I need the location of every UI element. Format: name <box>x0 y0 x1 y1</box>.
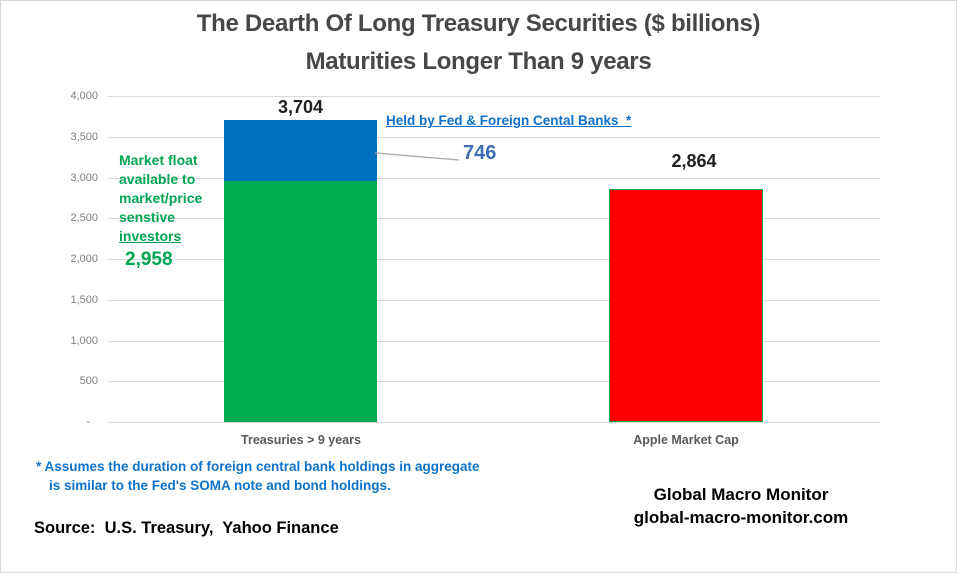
gridline <box>108 96 880 97</box>
gridline <box>108 177 880 179</box>
bar2-total-label: 2,864 <box>671 151 717 171</box>
bar-segment <box>224 180 377 422</box>
chart-title-line2: Maturities Longer Than 9 years <box>305 48 652 75</box>
market-float-line: senstive <box>119 209 176 225</box>
chart-title-line1: The Dearth Of Long Treasury Securities (… <box>196 10 761 37</box>
branding-name: Global Macro Monitor <box>653 485 829 504</box>
market-float-line: market/price <box>119 190 203 206</box>
y-tick-label: 500 <box>79 375 98 388</box>
gridline <box>108 259 880 260</box>
source-text: Source: U.S. Treasury, Yahoo Finance <box>34 519 339 537</box>
bar1-total-label: 3,704 <box>277 97 324 117</box>
market-float-line: available to <box>119 171 196 187</box>
gridline <box>108 381 880 383</box>
y-tick-label: 1,500 <box>70 293 98 306</box>
footnote-line2: is similar to the Fed's SOMA note and bo… <box>49 478 391 493</box>
held-by-annotation: Held by Fed & Foreign Cental Banks * <box>386 113 632 128</box>
y-tick-label: 3,500 <box>70 130 98 143</box>
plot-area <box>108 96 880 423</box>
y-tick-label: 1,000 <box>70 334 98 347</box>
y-tick-label: 2,500 <box>70 212 98 225</box>
y-tick-label: 2,000 <box>70 253 98 265</box>
gridline <box>108 299 880 301</box>
bar-segment <box>609 188 763 422</box>
gridline <box>108 218 880 220</box>
market-float-line: Market float <box>119 152 198 168</box>
branding-url: global-macro-monitor.com <box>633 508 849 527</box>
y-axis: 4,000 3,500 3,000 2,500 2,000 1,500 1,000 500 - <box>26 90 98 428</box>
market-float-value-label: 2,958 <box>125 249 173 270</box>
y-tick-label: - <box>86 416 90 428</box>
category-label-apple: Apple Market Cap <box>633 433 739 447</box>
market-float-line: investors <box>119 228 182 244</box>
gridline <box>108 422 880 423</box>
gridline <box>108 136 880 138</box>
gridline <box>108 340 880 342</box>
y-tick-label: 4,000 <box>70 90 98 102</box>
held-by-value-label: 746 <box>463 142 497 164</box>
y-tick-label: 3,000 <box>70 171 98 184</box>
bar-segment <box>224 120 377 181</box>
footnote-line1: * Assumes the duration of foreign centra… <box>36 459 480 474</box>
market-float-annotation: Market float available to market/price s… <box>119 151 229 246</box>
category-label-treasuries: Treasuries > 9 years <box>241 433 361 447</box>
